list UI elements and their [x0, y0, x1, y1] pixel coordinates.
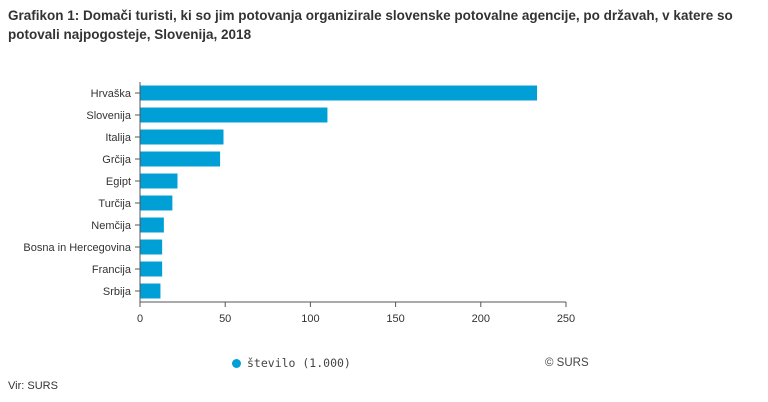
- category-label-9: Srbija: [103, 286, 132, 298]
- x-tick-label-2: 100: [301, 313, 319, 325]
- category-label-2: Italija: [105, 132, 132, 144]
- bars-layer: [140, 85, 538, 299]
- chart-title: Grafikon 1: Domači turisti, ki so jim po…: [8, 8, 733, 42]
- bar-5: [140, 195, 173, 211]
- category-labels-layer: Hrvaška Slovenija Italija Grčija Egipt Turčij…: [23, 88, 132, 298]
- legend-marker: [232, 358, 241, 368]
- legend-label: število (1.000): [247, 356, 351, 370]
- credit: © SURS: [545, 357, 589, 369]
- bar-2: [140, 129, 224, 145]
- bar-6: [140, 217, 164, 233]
- category-label-0: Hrvaška: [91, 88, 132, 100]
- bar-7: [140, 239, 163, 255]
- x-tick-label-5: 250: [557, 313, 575, 325]
- legend: število (1.000): [232, 356, 351, 370]
- bar-9: [140, 283, 161, 299]
- category-label-5: Turčija: [98, 198, 131, 210]
- category-label-3: Grčija: [102, 154, 132, 166]
- category-label-1: Slovenija: [86, 110, 132, 122]
- bar-1: [140, 107, 328, 123]
- x-tick-label-3: 150: [386, 313, 404, 325]
- category-label-8: Francija: [92, 264, 132, 276]
- x-tick-label-1: 50: [219, 313, 231, 325]
- x-tick-label-4: 200: [472, 313, 490, 325]
- bar-3: [140, 151, 221, 167]
- category-label-6: Nemčija: [91, 220, 132, 232]
- bar-8: [140, 261, 163, 277]
- x-axis: 0 50 100 150 200 250: [135, 82, 575, 325]
- bar-4: [140, 173, 178, 189]
- bar-0: [140, 85, 538, 101]
- source-note: Vir: SURS: [8, 380, 58, 392]
- x-tick-label-0: 0: [137, 313, 143, 325]
- category-label-7: Bosna in Hercegovina: [23, 242, 132, 254]
- category-label-4: Egipt: [106, 176, 131, 188]
